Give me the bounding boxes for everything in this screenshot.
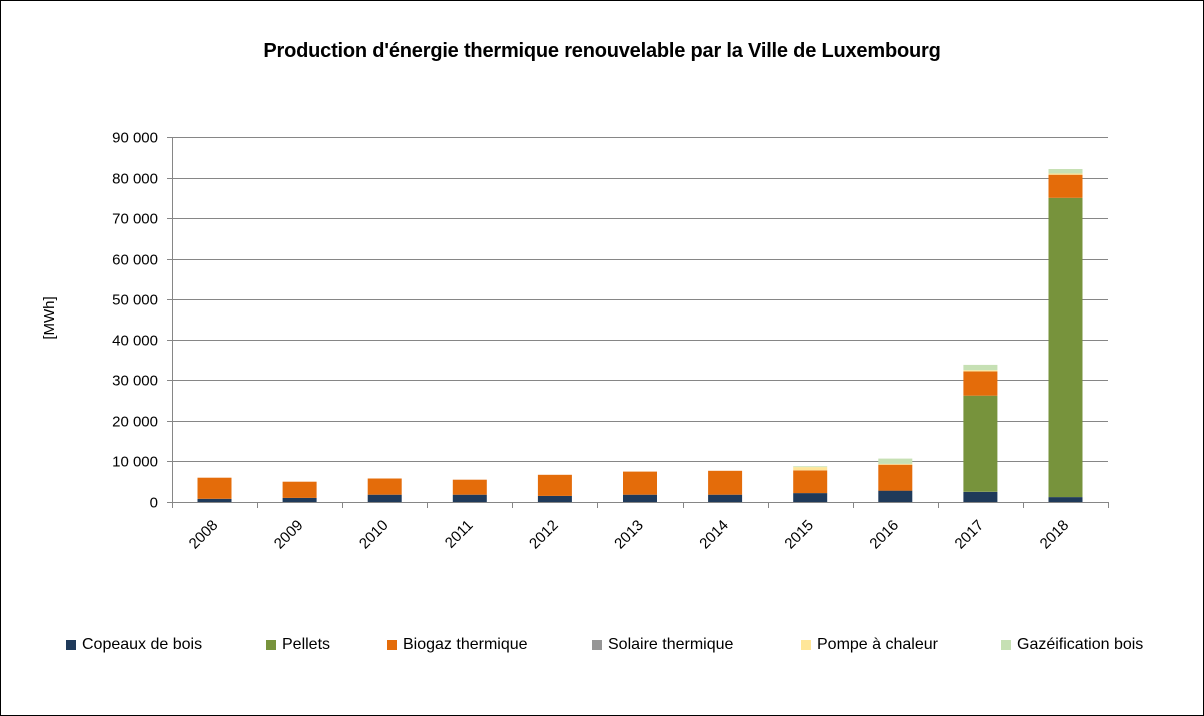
bar-segment <box>1048 174 1083 198</box>
bar-segment <box>623 471 657 495</box>
x-tick-label: 2014 <box>696 517 732 553</box>
legend-swatch <box>66 640 76 650</box>
bar-segment <box>367 478 402 495</box>
y-tick-label: 30 000 <box>112 373 158 390</box>
bar-segment <box>1048 169 1083 174</box>
x-tick-label: 2011 <box>442 517 477 552</box>
legend-label: Copeaux de bois <box>82 636 203 653</box>
bar-segment <box>963 491 998 502</box>
y-axis-label: [MWh] <box>41 296 58 339</box>
bar-segment <box>708 494 743 502</box>
bar-segment <box>878 458 913 464</box>
bar-segment <box>708 470 743 495</box>
bar-segment <box>793 493 828 502</box>
legend-item: Pellets <box>266 636 330 654</box>
legend-swatch <box>266 640 276 650</box>
y-tick-label: 80 000 <box>112 171 158 188</box>
legend-swatch <box>592 640 602 650</box>
x-tick-label: 2018 <box>1037 517 1073 553</box>
chart-title: Production d'énergie thermique renouvela… <box>263 40 941 62</box>
legend-label: Pellets <box>282 636 331 653</box>
x-tick-label: 2010 <box>356 517 392 553</box>
bar-segment <box>1048 173 1083 175</box>
y-tick-label: 60 000 <box>112 252 158 269</box>
legend-swatch <box>387 640 397 650</box>
bar-segment <box>197 498 232 502</box>
legend-swatch <box>1001 640 1011 650</box>
bar-segment <box>1048 497 1083 502</box>
chart-legend: Copeaux de bois Pellets Biogaz thermique So… <box>0 636 1204 660</box>
bar-segment <box>537 495 572 502</box>
legend-item: Solaire thermique <box>592 636 733 654</box>
bar-segment <box>793 470 828 494</box>
y-tick-label: 20 000 <box>112 414 158 431</box>
x-tick-label: 2008 <box>186 517 222 553</box>
bar-segment <box>367 494 402 502</box>
x-tick-label: 2013 <box>611 517 647 553</box>
y-tick-label: 10 000 <box>112 454 158 471</box>
legend-item: Copeaux de bois <box>66 636 202 654</box>
bar-segment <box>793 467 828 471</box>
legend-label: Biogaz thermique <box>403 636 528 653</box>
bar-segment <box>623 494 657 502</box>
y-tick-label: 50 000 <box>112 292 158 309</box>
x-tick-label: 2012 <box>526 517 562 553</box>
bar-segment <box>878 463 913 465</box>
legend-item: Pompe à chaleur <box>801 636 938 654</box>
legend-swatch <box>801 640 811 650</box>
y-tick-label: 40 000 <box>112 333 158 350</box>
y-tick-label: 90 000 <box>112 130 158 147</box>
bar-segment <box>282 497 317 502</box>
legend-label: Pompe à chaleur <box>817 636 938 653</box>
legend-label: Solaire thermique <box>608 636 734 653</box>
bar-segment <box>197 477 232 499</box>
bar-segment <box>963 370 998 372</box>
bar-segment <box>282 481 317 498</box>
bar-segment <box>537 474 572 496</box>
legend-item: Biogaz thermique <box>387 636 528 654</box>
x-tick-label: 2015 <box>781 517 817 553</box>
bar-segment <box>878 490 913 502</box>
bar-segment <box>793 466 828 468</box>
bar-segment <box>963 371 998 396</box>
y-tick-label: 70 000 <box>112 211 158 228</box>
bar-segment <box>878 464 913 491</box>
bar-segment <box>452 494 487 502</box>
bar-segment <box>452 479 487 495</box>
x-tick-label: 2009 <box>271 517 307 553</box>
y-tick-label: 0 <box>150 495 158 512</box>
bar-segment <box>963 395 998 492</box>
x-tick-label: 2016 <box>866 517 902 553</box>
bar-segment <box>1048 197 1083 498</box>
legend-label: Gazéification bois <box>1017 636 1144 653</box>
legend-item: Gazéification bois <box>1001 636 1143 654</box>
x-tick-label: 2017 <box>952 517 988 553</box>
bar-segment <box>963 364 998 371</box>
